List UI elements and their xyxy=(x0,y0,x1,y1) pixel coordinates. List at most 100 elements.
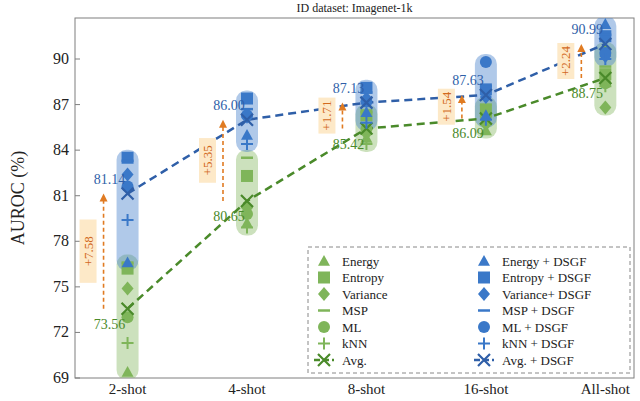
legend-marker xyxy=(318,255,330,266)
x-tick-label: 8-shot xyxy=(348,381,386,397)
legend-label: Energy xyxy=(342,254,380,269)
y-tick xyxy=(75,241,80,242)
range-band xyxy=(475,54,497,128)
y-tick xyxy=(75,378,80,379)
legend-label: Variance xyxy=(342,287,388,302)
legend-label: Variance+ DSGF xyxy=(502,287,591,302)
plot-frame xyxy=(75,18,634,378)
annotation-box xyxy=(199,138,216,183)
marker xyxy=(241,195,253,207)
avg-line xyxy=(128,78,606,309)
marker xyxy=(241,170,253,182)
marker xyxy=(480,56,492,68)
marker xyxy=(122,281,134,295)
legend-marker xyxy=(318,321,330,333)
y-tick-label: 75 xyxy=(53,278,69,295)
y-tick-label: 90 xyxy=(53,50,69,67)
y-tick-label: 84 xyxy=(53,141,69,158)
data-label: 88.75 xyxy=(572,86,604,101)
marker xyxy=(480,89,492,101)
marker xyxy=(599,53,611,65)
annotation: +1.71 xyxy=(319,101,334,131)
legend-label: ML + DSGF xyxy=(502,320,568,335)
marker xyxy=(122,303,134,315)
marker xyxy=(360,97,372,109)
annotation-arrow xyxy=(581,51,583,78)
data-label: 86.09 xyxy=(452,126,484,141)
x-tick-label: 2-shot xyxy=(109,381,147,397)
marker xyxy=(599,72,611,84)
chart: ID dataset: Imagenet-1kAUROC (%)69727578… xyxy=(0,0,640,401)
title: ID dataset: Imagenet-1k xyxy=(297,1,413,15)
y-tick-label: 78 xyxy=(53,232,69,249)
legend-marker xyxy=(318,272,330,284)
legend-box xyxy=(308,247,630,373)
y-tick xyxy=(75,104,80,105)
legend-marker xyxy=(478,354,490,366)
marker xyxy=(122,188,134,200)
range-band xyxy=(117,150,139,271)
legend-label: MSP xyxy=(342,303,368,318)
y-tick xyxy=(75,286,80,287)
marker xyxy=(599,65,611,68)
legend-marker xyxy=(318,309,330,312)
annotation-arrow xyxy=(103,201,105,309)
annotation-arrow xyxy=(222,127,224,201)
arrow-head xyxy=(338,103,346,111)
annotation-box xyxy=(557,43,574,79)
annotation-box xyxy=(318,98,335,134)
y-tick-label: 81 xyxy=(53,187,69,204)
data-label: 87.63 xyxy=(452,73,484,88)
legend-label: Entropy xyxy=(342,270,384,285)
annotation: +1.54 xyxy=(439,91,454,122)
legend-marker xyxy=(318,338,330,350)
marker xyxy=(599,101,611,115)
marker xyxy=(599,38,611,50)
legend-marker xyxy=(478,272,490,284)
arrow-head xyxy=(219,120,227,128)
annotation-box xyxy=(80,220,97,283)
x-tick-label: 4-shot xyxy=(228,381,266,397)
legend-label: ML xyxy=(342,320,362,335)
annotation-arrow xyxy=(461,102,463,118)
legend-marker xyxy=(478,338,490,350)
marker xyxy=(241,138,253,150)
marker xyxy=(360,117,372,129)
legend-label: Avg. + DSGF xyxy=(502,353,574,368)
legend-marker xyxy=(478,287,490,301)
marker xyxy=(241,156,253,159)
legend-marker xyxy=(478,255,490,266)
annotation-box xyxy=(438,89,455,125)
data-label: 80.65 xyxy=(213,209,245,224)
annotation-arrow xyxy=(342,110,344,129)
data-label: 90.99 xyxy=(572,22,604,37)
annotation: +2.24 xyxy=(558,45,573,76)
y-tick-label: 69 xyxy=(53,369,69,386)
avg-line xyxy=(128,44,606,194)
marker xyxy=(480,90,492,104)
data-label: 81.14 xyxy=(94,172,126,187)
data-label: 86.00 xyxy=(213,98,245,113)
legend-marker xyxy=(478,321,490,333)
legend-marker xyxy=(318,287,330,301)
data-label: 73.56 xyxy=(94,317,126,332)
marker xyxy=(122,257,134,268)
data-label: 85.42 xyxy=(333,137,365,152)
arrow-head xyxy=(577,44,585,52)
legend-label: kNN + DSGF xyxy=(502,336,574,351)
y-tick xyxy=(75,59,80,60)
legend-label: Avg. xyxy=(342,353,367,368)
legend-marker xyxy=(478,309,490,312)
y-tick xyxy=(75,332,80,333)
annotation: +5.35 xyxy=(200,145,215,175)
legend-marker xyxy=(318,354,330,366)
y-axis-label: AUROC (%) xyxy=(8,151,29,246)
x-tick-label: 16-shot xyxy=(463,381,509,397)
marker xyxy=(122,214,134,226)
annotation: +7.58 xyxy=(81,236,96,266)
legend-label: MSP + DSGF xyxy=(502,303,575,318)
marker xyxy=(122,366,134,377)
y-tick xyxy=(75,195,80,196)
marker xyxy=(122,152,134,164)
legend-label: Energy + DSGF xyxy=(502,254,586,269)
